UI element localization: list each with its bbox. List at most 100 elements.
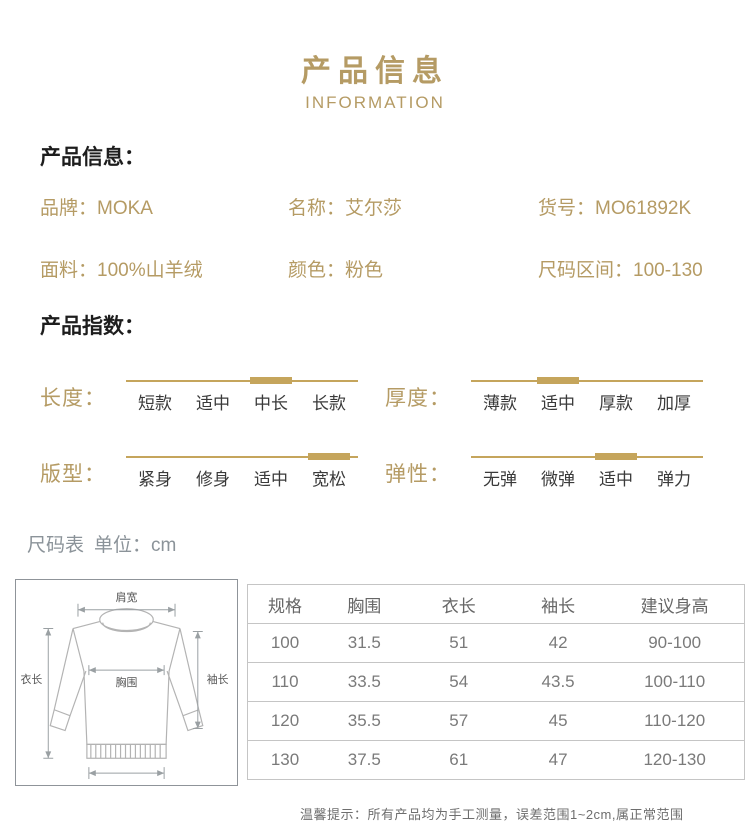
metric-thickness-label: 厚度： [385,387,451,410]
page-title: 产品信息 [301,55,449,88]
metric-elasticity: 弹性： 无弹 微弹 适中 弹力 [385,446,750,494]
shoulder-lines [72,621,181,630]
metric-fit-label: 版型： [40,463,106,486]
chest-measure-line [88,665,165,676]
size-table: 规格 胸围 衣长 袖长 建议身高 100 31.5 51 42 90-100 [247,584,746,780]
scale-option: 加厚 [657,394,691,413]
info-field-name: 名称：艾尔莎 [288,193,538,220]
length-measure-line [43,628,54,759]
metrics-grid: 长度： 短款 适中 中长 长款 厚度： 薄款 适中 厚款 [40,370,750,494]
size-chart-heading-row: 尺码表 单位：cm [27,530,750,557]
info-grid: 品牌：MOKA 名称：艾尔莎 货号：MO61892K 面料：100%山羊绒 颜色… [40,193,750,282]
info-field-brand: 品牌：MOKA [40,193,288,220]
info-section-heading: 产品信息： [40,146,145,169]
color-label: 颜色： [288,260,346,281]
scale-option: 紧身 [138,470,172,489]
scale-option: 修身 [196,470,230,489]
hem-measure-line [88,767,165,780]
cell-length: 54 [406,662,511,702]
col-header-sleeve: 袖长 [510,584,606,624]
scale-options: 薄款 适中 厚款 加厚 [471,372,703,414]
cell-sleeve: 47 [510,740,606,780]
cell-length: 61 [406,740,511,780]
scale-option: 适中 [254,470,288,489]
info-field-color: 颜色：粉色 [288,255,538,282]
metric-thickness-scale: 薄款 适中 厚款 加厚 [471,372,703,418]
scale-option: 薄款 [483,394,517,413]
col-header-height: 建议身高 [605,584,746,624]
scale-active-segment [250,377,292,384]
brand-value: MOKA [97,198,153,219]
cell-sleeve: 42 [510,623,606,663]
col-header-spec: 规格 [247,584,323,624]
page-header: 产品信息 INFORMATION [0,0,750,113]
scale-line [471,380,703,382]
name-value: 艾尔莎 [345,198,403,219]
cell-length: 51 [406,623,511,663]
scale-active-segment [308,453,350,460]
cell-height: 110-120 [605,701,746,741]
cell-spec: 130 [247,740,323,780]
hem-rib-lines [90,744,161,759]
fabric-value: 100%山羊绒 [97,260,203,281]
col-header-length: 衣长 [406,584,511,624]
collar-inner-line [102,622,151,633]
scale-option: 适中 [541,394,575,413]
table-row: 120 35.5 57 45 110-120 [247,701,746,741]
table-row: 130 37.5 61 47 120-130 [247,740,746,780]
size-chart-title: 尺码表 [27,535,85,556]
garment-length-label: 衣长 [21,672,43,686]
scale-option: 微弹 [541,470,575,489]
fabric-label: 面料： [40,260,98,281]
table-row: 110 33.5 54 43.5 100-110 [247,662,746,702]
metric-length-label: 长度： [40,387,106,410]
color-value: 粉色 [345,260,384,281]
metric-length: 长度： 短款 适中 中长 长款 [40,370,385,418]
sleeve-measure-line [192,631,203,730]
scale-line [471,456,703,458]
cell-chest: 37.5 [322,740,407,780]
scale-option: 中长 [254,394,288,413]
name-label: 名称： [288,198,346,219]
scale-option: 长款 [312,394,346,413]
measurement-note: 温馨提示：所有产品均为手工测量，误差范围1~2cm,属正常范围 [300,807,684,822]
scale-options: 短款 适中 中长 长款 [126,372,358,414]
cell-chest: 35.5 [322,701,407,741]
size-chart-body: 肩宽 衣长 胸围 袖长 [15,579,750,786]
brand-label: 品牌： [40,198,98,219]
cell-spec: 120 [247,701,323,741]
size-table-wrap: 规格 胸围 衣长 袖长 建议身高 100 31.5 51 42 90-100 [247,584,746,786]
collar-outline [99,608,154,632]
metric-fit-scale: 紧身 修身 适中 宽松 [126,448,358,494]
sleeve-length-label: 袖长 [207,672,229,686]
info-field-fabric: 面料：100%山羊绒 [40,255,288,282]
size-range-label: 尺码区间： [538,260,634,281]
metric-elasticity-scale: 无弹 微弹 适中 弹力 [471,448,703,494]
cell-sleeve: 43.5 [510,662,606,702]
shoulder-measure-line [77,603,176,617]
chest-label: 胸围 [116,675,138,689]
cell-sleeve: 45 [510,701,606,741]
scale-option: 厚款 [599,394,633,413]
hem-rib [86,743,167,759]
table-row: 100 31.5 51 42 90-100 [247,623,746,663]
info-field-item-no: 货号：MO61892K [538,193,740,220]
metric-fit: 版型： 紧身 修身 适中 宽松 [40,446,385,494]
scale-option: 短款 [138,394,172,413]
scale-options: 紧身 修身 适中 宽松 [126,448,358,490]
right-sleeve [166,628,204,732]
info-field-size-range: 尺码区间：100-130 [538,255,740,282]
scale-line [126,456,358,458]
size-table-header-row: 规格 胸围 衣长 袖长 建议身高 [247,584,746,624]
scale-option: 适中 [196,394,230,413]
item-no-value: MO61892K [595,198,692,219]
cell-height: 100-110 [605,662,746,702]
page-subtitle: INFORMATION [305,93,445,112]
left-sleeve [49,628,87,732]
scale-active-segment [595,453,637,460]
cell-height: 90-100 [605,623,746,663]
metric-thickness: 厚度： 薄款 适中 厚款 加厚 [385,370,750,418]
cell-chest: 31.5 [322,623,407,663]
size-chart-unit: 单位：cm [94,535,177,556]
cell-length: 57 [406,701,511,741]
